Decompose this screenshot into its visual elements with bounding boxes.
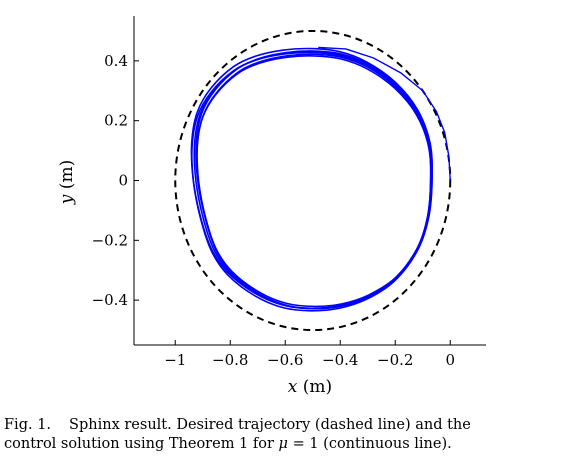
x-tick-label: −0.8 xyxy=(212,351,248,369)
x-tick-label: 0 xyxy=(445,351,455,369)
figure-caption: Fig. 1. Sphinx result. Desired trajectory… xyxy=(4,416,564,454)
caption-text-2b: = 1 (continuous line). xyxy=(287,436,452,452)
y-tick-label: 0.4 xyxy=(104,52,128,70)
x-tick-label: −0.6 xyxy=(267,351,303,369)
x-axis-label: x (m) xyxy=(288,377,332,397)
control-solution-transient xyxy=(318,46,451,181)
axes xyxy=(133,16,486,346)
control-solution-loop xyxy=(196,55,432,310)
figure-label: Fig. 1. xyxy=(4,417,52,433)
caption-line-1: Fig. 1. Sphinx result. Desired trajectory… xyxy=(4,416,564,435)
plot-area xyxy=(174,29,452,332)
x-tick-label: −0.4 xyxy=(322,351,358,369)
caption-text-2a: control solution using Theorem 1 for xyxy=(4,436,279,452)
trajectory-chart: −1 −0.8 −0.6 −0.4 −0.2 0 −0.4 −0.2 0 0.2 0.4 x (m)… xyxy=(57,16,486,397)
desired-trajectory-dashed-circle xyxy=(174,29,452,332)
control-solution-loop xyxy=(196,53,433,310)
caption-line-2: control solution using Theorem 1 for μ =… xyxy=(4,435,564,454)
y-tick-label: 0.2 xyxy=(104,112,128,130)
caption-text-1: Sphinx result. Desired trajectory (dashe… xyxy=(69,417,471,433)
y-tick-label: −0.2 xyxy=(92,231,128,249)
control-solution-loop xyxy=(195,50,433,308)
mu-symbol: μ xyxy=(278,436,288,452)
y-axis-label: y (m) xyxy=(57,160,77,205)
ticks: −1 −0.8 −0.6 −0.4 −0.2 0 −0.4 −0.2 0 0.2 0.4 xyxy=(92,52,455,369)
y-tick-label: 0 xyxy=(118,172,128,190)
y-tick-label: −0.4 xyxy=(92,291,128,309)
x-tick-label: −1 xyxy=(164,351,186,369)
x-tick-label: −0.2 xyxy=(377,351,413,369)
